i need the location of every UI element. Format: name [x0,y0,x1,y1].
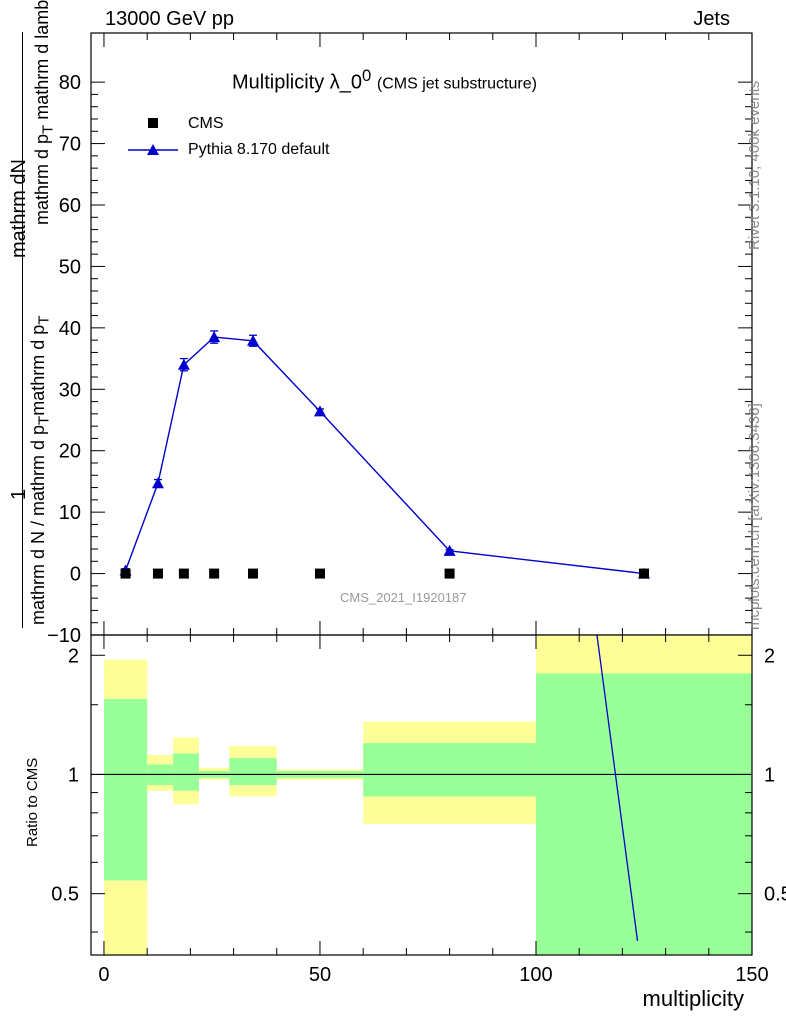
cms-point-3 [209,568,220,579]
pythia-point-5 [313,405,326,417]
main-ytick-label-5: 40 [59,318,81,340]
chart-title-main: Multiplicity λ_0 [232,71,363,94]
ratio-ytick-label-0: 0.5 [51,884,79,906]
ratio-panel: 0 50 100 150 0.5 0.5 1 1 2 2 [51,634,786,986]
chart-title: Multiplicity λ_00 (CMS jet substructure) [232,66,537,95]
y-num-a: mathrm dN [8,159,30,258]
ratio-frame [90,634,753,956]
inner-band-6 [363,743,536,797]
main-ytick-label-0: −10 [47,625,81,647]
main-ytick-label-7: 60 [59,195,81,217]
legend-pythia-label: Pythia 8.170 default [188,141,330,158]
x-axis-label: multiplicity [642,986,744,1011]
y-num-b: mathrm d p [32,133,52,225]
cms-point-5 [314,568,325,579]
inner-band-4 [229,758,277,786]
cms-point-2 [178,568,189,579]
cms-point-0 [120,568,131,579]
main-ytick-label-2: 10 [59,502,81,524]
ratio-xtick-label-3: 150 [735,964,768,986]
pythia-point-1 [151,477,164,489]
ratio-ytick-label-r-2: 2 [764,645,775,667]
cms-point-6 [444,568,455,579]
ratio-xtick-label-0: 0 [98,964,109,986]
y-den-a: mathrm d N / mathrm d p [28,424,48,625]
pythia-point-4 [247,334,260,346]
main-ytick-label-8: 70 [59,134,81,156]
legend-cms-label: CMS [188,115,224,132]
mcplots-note: mcplots.cern.ch [arXiv:1306.3436] [746,403,763,630]
y-den-a-sub: T [35,415,53,425]
main-ytick-label-4: 30 [59,379,81,401]
y-axis-label-numerator: mathrm dN [8,159,31,258]
ratio-ytick-label-1: 1 [68,764,79,786]
y-axis-label-numerator-2: mathrm d pT mathrm d lambda [32,0,57,225]
cms-point-1 [152,568,163,579]
main-ytick-label-6: 50 [59,256,81,278]
ratio-xtick-label-1: 50 [309,964,331,986]
y-den-b: mathrm d p [28,324,48,416]
y-axis-label-denominator: mathrm d N / mathrm d pTmathrm d pT [28,316,53,625]
y-den-b-sub: T [35,315,53,325]
y-num-b-end: mathrm d lambda [32,0,52,125]
ratio-bands [91,635,752,955]
inner-band-7 [535,673,752,955]
chart-title-sup: 0 [362,66,372,85]
inner-band-0 [103,699,148,881]
pythia-line [124,336,645,575]
legend-cms-marker [148,118,158,128]
ratio-y-axis-label: Ratio to CMS [24,757,41,847]
pythia-point-6 [443,544,456,556]
main-ytick-label-3: 20 [59,441,81,463]
rivet-note: Rivet 3.1.10, 400k events [746,80,763,250]
ratio-ytick-label-r-1: 1 [764,764,775,786]
y-num-b-sub: T [39,124,57,134]
y-axis-fraction-bar [22,32,23,628]
energy-label: 13000 GeV pp [105,8,234,30]
ratio-xtick-label-2: 100 [519,964,552,986]
chart-title-suffix: (CMS jet substructure) [376,75,537,93]
ratio-pythia-line [596,635,639,941]
process-label: Jets [693,8,730,30]
cms-point-4 [248,568,259,579]
inner-band-2 [173,753,200,791]
ratio-ytick-label-2: 2 [68,645,79,667]
pythia-point-2 [177,358,190,370]
pythia-point-3 [208,331,221,343]
ratio-ytick-label-r-0: 0.5 [764,884,786,906]
analysis-watermark: CMS_2021_I1920187 [340,590,467,605]
main-panel: −10 0 10 20 30 40 50 60 70 80 [47,32,753,647]
main-ytick-label-9: 80 [59,72,81,94]
main-ytick-label-1: 0 [70,564,81,586]
legend-pythia-marker [147,144,159,155]
cms-point-7 [638,568,649,579]
